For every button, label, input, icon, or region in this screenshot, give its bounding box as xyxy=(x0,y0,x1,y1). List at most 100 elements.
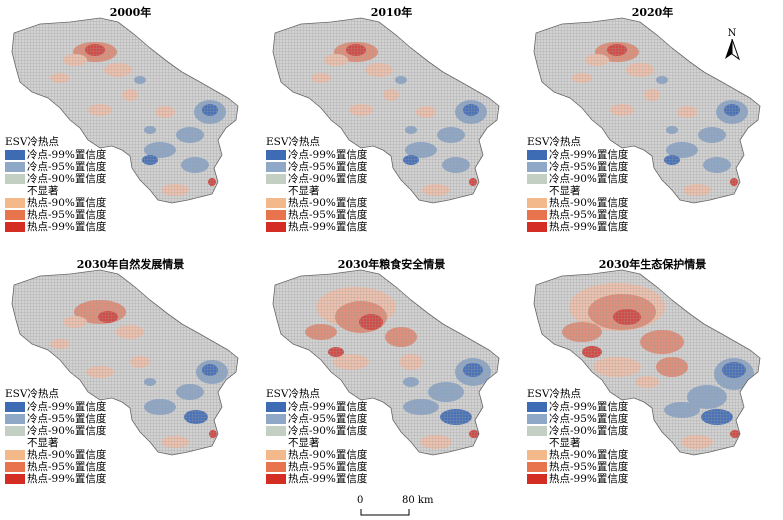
grid-overlay xyxy=(12,18,238,203)
legend-swatch xyxy=(5,186,25,196)
legend-label: 不显著 xyxy=(27,437,59,449)
legend-title: ESV冷热点 xyxy=(266,388,320,400)
legend-title: ESV冷热点 xyxy=(5,388,59,400)
legend-swatch xyxy=(527,426,547,436)
map-panel-2030-food: 2030年粮食安全情景 ESV冷热点 冷点-99%置信度 冷点-95%置信度 冷点-9… xyxy=(261,252,522,502)
legend-swatch xyxy=(527,474,547,484)
legend: ESV冷热点 冷点-99%置信度 冷点-95%置信度 冷点-90%置信度 不显著 热点-9… xyxy=(5,388,106,485)
map-panel-2030-natural: 2030年自然发展情景 ESV冷热点 冷点-99%置信度 冷点-95%置信度 冷点-9… xyxy=(0,252,261,502)
legend-swatch xyxy=(527,210,547,220)
legend-title: ESV冷热点 xyxy=(5,136,59,148)
legend-item: 冷点-90%置信度 xyxy=(5,173,106,185)
legend-swatch xyxy=(5,222,25,232)
legend-item: 冷点-95%置信度 xyxy=(5,161,106,173)
legend-swatch xyxy=(527,222,547,232)
legend-item: 热点-90%置信度 xyxy=(527,449,628,461)
legend-swatch xyxy=(527,162,547,172)
legend-label: 热点-90%置信度 xyxy=(549,449,629,461)
legend-label: 冷点-99%置信度 xyxy=(288,401,368,413)
legend-item: 热点-90%置信度 xyxy=(5,449,106,461)
legend-label: 不显著 xyxy=(27,185,59,197)
legend-item: 热点-99%置信度 xyxy=(5,473,106,485)
legend-swatch xyxy=(5,426,25,436)
legend-item: 冷点-95%置信度 xyxy=(266,413,367,425)
legend-title: ESV冷热点 xyxy=(527,136,581,148)
legend-item: 热点-95%置信度 xyxy=(527,209,628,221)
legend-label: 不显著 xyxy=(288,185,320,197)
map-panel-2010: 2010年 ESV冷热点 冷点-99%置信度 冷点-95%置信度 冷点-90%置信度不… xyxy=(261,0,522,250)
legend-swatch xyxy=(527,174,547,184)
legend-label: 不显著 xyxy=(549,185,581,197)
legend-swatch xyxy=(266,222,286,232)
legend-item: 冷点-90%置信度 xyxy=(5,425,106,437)
legend-item: 不显著 xyxy=(266,185,367,197)
basin-map xyxy=(11,269,239,456)
legend-swatch xyxy=(5,198,25,208)
legend-label: 热点-95%置信度 xyxy=(288,209,368,221)
legend-swatch xyxy=(5,462,25,472)
legend-swatch xyxy=(266,198,286,208)
legend-label: 冷点-95%置信度 xyxy=(288,161,368,173)
basin-map xyxy=(272,269,500,456)
legend-swatch xyxy=(5,474,25,484)
legend-label: 热点-95%置信度 xyxy=(288,461,368,473)
legend-swatch xyxy=(5,210,25,220)
legend-label: 冷点-90%置信度 xyxy=(549,173,629,185)
legend-item: 热点-99%置信度 xyxy=(266,473,367,485)
legend-label: 热点-90%置信度 xyxy=(549,197,629,209)
legend-label: 冷点-95%置信度 xyxy=(288,413,368,425)
legend-label: 冷点-99%置信度 xyxy=(549,401,629,413)
grid-overlay xyxy=(273,18,499,203)
grid-overlay xyxy=(12,270,238,455)
legend: ESV冷热点 冷点-99%置信度 冷点-95%置信度 冷点-90%置信度 不显著 热点-9… xyxy=(5,136,106,233)
legend: ESV冷热点 冷点-99%置信度 冷点-95%置信度 冷点-90%置信度 不显著 热点-9… xyxy=(527,136,628,233)
legend-swatch xyxy=(266,174,286,184)
legend-item: 热点-95%置信度 xyxy=(266,209,367,221)
legend-swatch xyxy=(5,450,25,460)
legend-label: 冷点-95%置信度 xyxy=(27,161,107,173)
legend-label: 冷点-95%置信度 xyxy=(549,161,629,173)
legend-swatch xyxy=(5,174,25,184)
basin-map xyxy=(533,17,761,204)
grid-overlay xyxy=(534,270,760,455)
legend-swatch xyxy=(5,150,25,160)
legend-label: 冷点-99%置信度 xyxy=(288,149,368,161)
legend-item: 热点-90%置信度 xyxy=(527,197,628,209)
legend-item: 冷点-99%置信度 xyxy=(5,401,106,413)
legend-item: 热点-95%置信度 xyxy=(5,461,106,473)
legend-swatch xyxy=(5,162,25,172)
panel-title: 2020年 xyxy=(631,6,674,19)
basin-map xyxy=(272,17,500,204)
legend: ESV冷热点 冷点-99%置信度 冷点-95%置信度 冷点-90%置信度 不显著 热点-9… xyxy=(266,388,367,485)
legend-item: 热点-90%置信度 xyxy=(5,197,106,209)
panel-title: 2030年粮食安全情景 xyxy=(337,258,446,271)
legend-item: 热点-95%置信度 xyxy=(266,461,367,473)
legend-label: 热点-95%置信度 xyxy=(27,209,107,221)
legend-swatch xyxy=(266,210,286,220)
legend-swatch xyxy=(5,438,25,448)
panel-title: 2010年 xyxy=(370,6,413,19)
legend-label: 冷点-90%置信度 xyxy=(288,173,368,185)
legend-label: 热点-99%置信度 xyxy=(288,473,368,485)
legend-item: 热点-95%置信度 xyxy=(5,209,106,221)
basin-outline xyxy=(272,17,500,204)
legend-swatch xyxy=(266,414,286,424)
legend: ESV冷热点 冷点-99%置信度 冷点-95%置信度 冷点-90%置信度 不显著 热点-9… xyxy=(527,388,628,485)
legend-item: 冷点-95%置信度 xyxy=(5,413,106,425)
legend-item: 冷点-90%置信度 xyxy=(527,425,628,437)
legend-swatch xyxy=(266,474,286,484)
legend-item: 热点-99%置信度 xyxy=(5,221,106,233)
legend-label: 不显著 xyxy=(288,437,320,449)
legend-label: 热点-95%置信度 xyxy=(549,209,629,221)
legend-label: 热点-99%置信度 xyxy=(27,221,107,233)
legend-label: 热点-95%置信度 xyxy=(27,461,107,473)
legend-label: 热点-90%置信度 xyxy=(27,449,107,461)
map-panel-2000: 2000年 ESV冷热点 冷点-99%置信度 冷点-95%置信度 冷点-90%置信度不… xyxy=(0,0,261,250)
panel-title: 2030年生态保护情景 xyxy=(598,258,707,271)
legend-swatch xyxy=(266,450,286,460)
legend-label: 冷点-90%置信度 xyxy=(27,425,107,437)
legend-swatch xyxy=(527,150,547,160)
legend-item: 冷点-99%置信度 xyxy=(527,149,628,161)
scale-end-label: 80 km xyxy=(402,495,434,506)
basin-map xyxy=(533,269,761,456)
